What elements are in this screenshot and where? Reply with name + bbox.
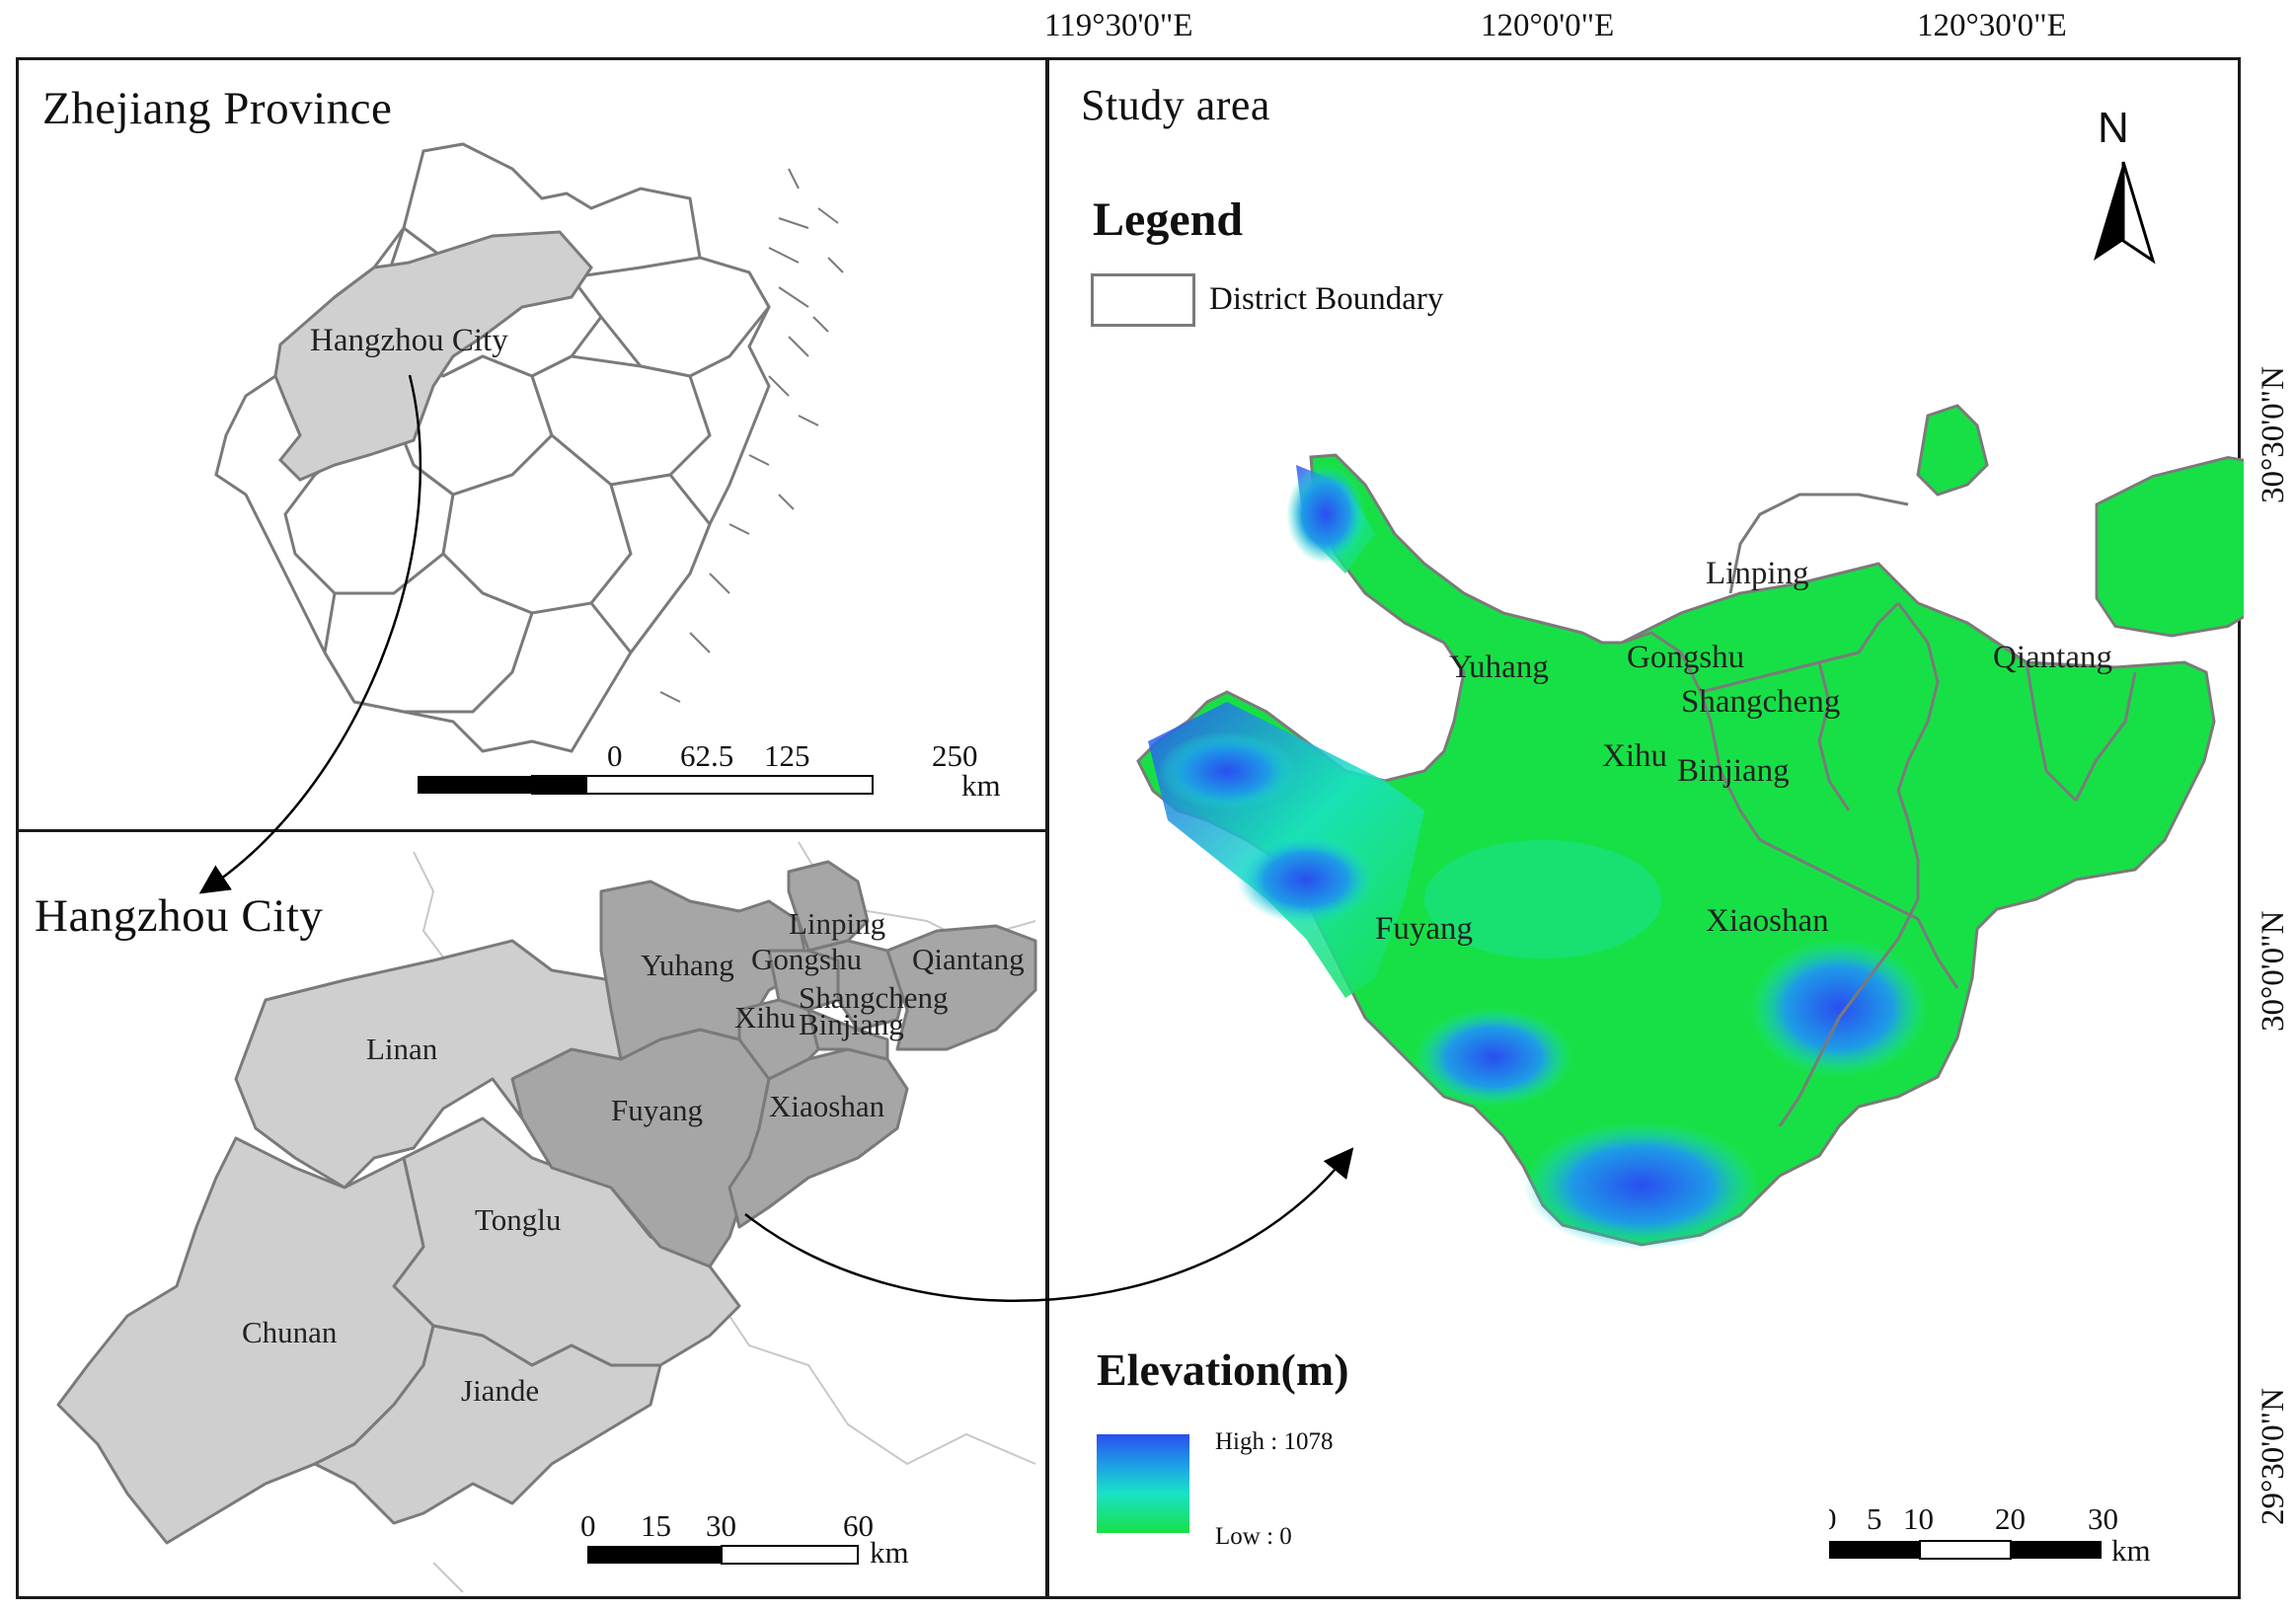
study-label-qiantang: Qiantang xyxy=(1993,640,2112,675)
zhejiang-title: Zhejiang Province xyxy=(42,83,393,134)
hangzhou-scalebar: 0 15 30 60 km xyxy=(580,1508,909,1570)
elevation-high-label: High : 1078 xyxy=(1215,1428,1334,1455)
district-yuhang xyxy=(599,880,810,1061)
district-xihu xyxy=(737,998,820,1081)
lat-label-3: 29°30'0"N xyxy=(2256,1388,2291,1525)
study-label-xiaoshan: Xiaoshan xyxy=(1706,903,1829,939)
study-area-panel: Study area Legend District Boundary N xyxy=(1046,57,2244,1599)
study-label-binjiang: Binjiang xyxy=(1677,753,1790,789)
district-qiantang xyxy=(885,924,1037,1051)
svg-text:km: km xyxy=(961,768,1001,803)
svg-text:0: 0 xyxy=(580,1508,596,1543)
label-gongshu: Gongshu xyxy=(751,942,862,976)
north-label: N xyxy=(2098,104,2129,152)
study-area-outline xyxy=(1136,453,2216,1247)
hangzhou-panel: Hangzhou City Linping xyxy=(16,829,1048,1599)
lon-label-3: 120°30'0"E xyxy=(1917,8,2067,43)
label-tonglu: Tonglu xyxy=(475,1202,561,1237)
lat-label-1: 30°30'0"N xyxy=(2256,366,2291,503)
svg-text:0: 0 xyxy=(1829,1501,1837,1536)
label-shangcheng: Shangcheng xyxy=(799,980,949,1015)
svg-text:0: 0 xyxy=(607,738,623,773)
district-boundary-swatch xyxy=(1091,273,1195,327)
svg-text:60: 60 xyxy=(843,1508,874,1543)
label-yuhang: Yuhang xyxy=(641,948,734,982)
zhejiang-panel: Zhejiang Province Hangzhou City 0 62.5 1… xyxy=(16,57,1048,833)
study-label-shangcheng: Shangcheng xyxy=(1681,684,1840,720)
svg-text:5: 5 xyxy=(1867,1501,1882,1536)
label-xiaoshan: Xiaoshan xyxy=(769,1089,885,1123)
label-linan: Linan xyxy=(366,1032,438,1066)
hangzhou-title: Hangzhou City xyxy=(35,890,324,942)
study-label-fuyang: Fuyang xyxy=(1375,911,1473,947)
elevation-ramp xyxy=(1097,1434,1189,1533)
study-scalebar: 0 5 10 20 30 km xyxy=(1829,1501,2151,1568)
study-label-yuhang: Yuhang xyxy=(1449,650,1549,685)
lon-label-1: 119°30'0"E xyxy=(1044,8,1193,43)
label-xihu: Xihu xyxy=(734,1000,796,1035)
label-fuyang: Fuyang xyxy=(611,1093,703,1127)
north-arrow-icon xyxy=(2094,161,2156,265)
study-area-title: Study area xyxy=(1081,81,1270,129)
svg-text:km: km xyxy=(870,1535,909,1570)
label-binjiang: Binjiang xyxy=(799,1007,904,1041)
svg-text:20: 20 xyxy=(1995,1501,2026,1536)
legend-title: Legend xyxy=(1093,193,1244,246)
district-binjiang xyxy=(806,1008,889,1061)
hangzhou-map: Linping Yuhang Gongshu Qiantang Shangche… xyxy=(56,841,1037,1593)
svg-text:30: 30 xyxy=(2088,1501,2118,1536)
label-qiantang: Qiantang xyxy=(912,942,1025,976)
district-jiande xyxy=(313,1324,662,1525)
zhejiang-scalebar: 0 62.5 125 250 km xyxy=(418,738,1001,803)
label-jiande: Jiande xyxy=(461,1373,539,1408)
study-label-gongshu: Gongshu xyxy=(1627,640,1744,675)
study-label-xihu: Xihu xyxy=(1602,738,1667,774)
svg-text:30: 30 xyxy=(706,1508,736,1543)
label-chunan: Chunan xyxy=(242,1315,338,1349)
district-chunan xyxy=(56,1136,435,1545)
svg-text:10: 10 xyxy=(1903,1501,1934,1536)
elevation-low-label: Low : 0 xyxy=(1215,1523,1292,1550)
svg-text:15: 15 xyxy=(641,1508,671,1543)
lon-label-2: 120°0'0"E xyxy=(1481,8,1615,43)
svg-text:km: km xyxy=(2111,1533,2151,1568)
district-shangcheng xyxy=(806,939,909,1032)
svg-text:62.5: 62.5 xyxy=(680,738,733,773)
lat-label-2: 30°0'0"N xyxy=(2256,910,2291,1032)
elevation-map: Linping Yuhang Gongshu Qiantang Shangche… xyxy=(1136,404,2244,1250)
zhejiang-map: Hangzhou City 0 62.5 125 250 km xyxy=(214,142,1001,803)
svg-text:250: 250 xyxy=(932,738,978,773)
svg-text:125: 125 xyxy=(764,738,810,773)
study-label-linping: Linping xyxy=(1706,556,1809,591)
label-linping: Linping xyxy=(789,906,885,941)
elevation-title: Elevation(m) xyxy=(1097,1344,1349,1395)
district-boundary-label: District Boundary xyxy=(1209,281,1444,317)
hangzhou-city-label: Hangzhou City xyxy=(310,323,508,358)
